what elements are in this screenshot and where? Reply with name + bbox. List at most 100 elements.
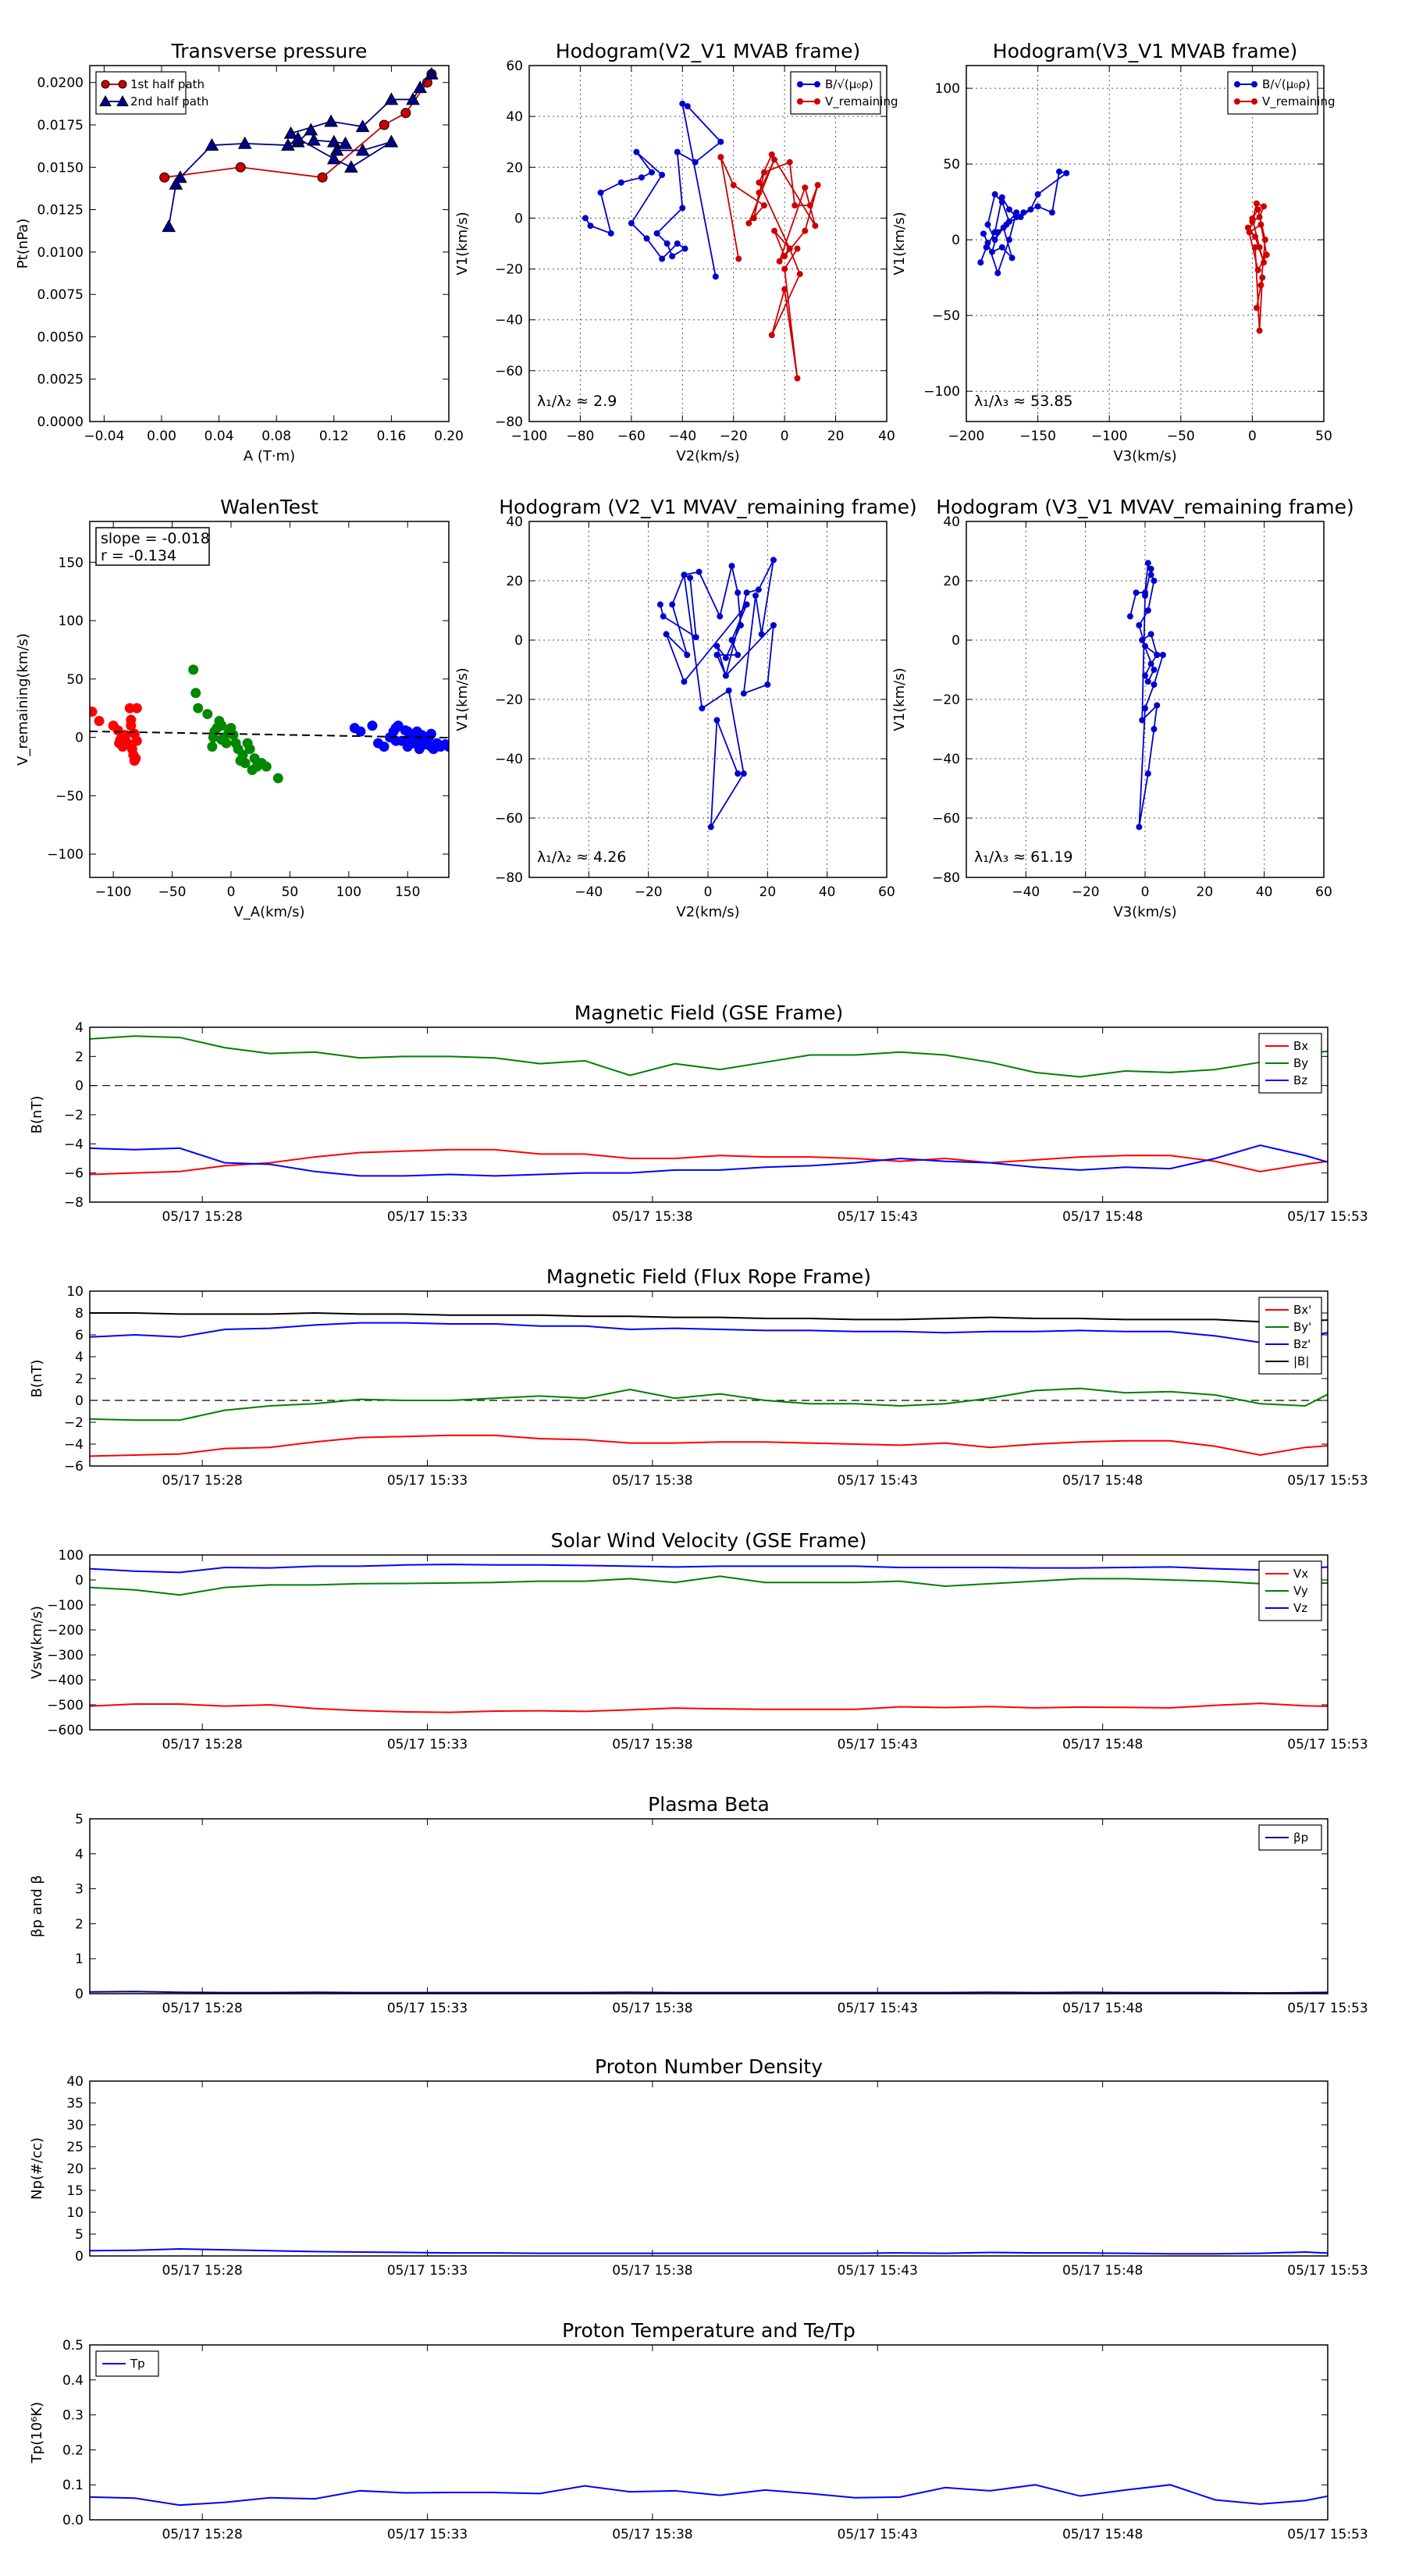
plot-area <box>656 557 777 831</box>
data-point <box>1005 206 1012 213</box>
data-point <box>582 215 589 222</box>
x-tick-label: 0.00 <box>147 429 176 444</box>
legend-label: βp <box>1293 1831 1308 1845</box>
y-tick-label: −20 <box>932 692 960 708</box>
x-tick-label: −20 <box>1072 884 1100 900</box>
y-tick-label: 40 <box>66 2074 84 2090</box>
data-point <box>1020 209 1027 216</box>
y-tick-label: 40 <box>506 514 523 530</box>
legend-label: Bx' <box>1293 1303 1311 1317</box>
data-point <box>1142 672 1148 679</box>
x-tick-label: 05/17 15:38 <box>612 2001 692 2016</box>
proton-temperature-chart: Proton Temperature and Te/Tp 05/17 15:28 0… <box>29 2319 1368 2542</box>
y-tick-label: 150 <box>59 555 84 571</box>
data-point <box>1154 652 1161 658</box>
data-point <box>425 728 436 739</box>
legend-label: |B| <box>1293 1354 1309 1368</box>
magnetic-field-gse-chart: Magnetic Field (GSE Frame) 05/17 15:28 05/… <box>29 1002 1368 1225</box>
x-tick-label: 05/17 15:38 <box>612 2527 692 2542</box>
series-line <box>90 1144 1328 1177</box>
y-tick-label: 20 <box>506 574 523 589</box>
data-point <box>768 332 775 339</box>
data-point <box>131 703 142 713</box>
x-tick-label: 05/17 15:33 <box>387 2527 468 2542</box>
x-tick-label: 0 <box>1141 884 1150 900</box>
series-line <box>90 1991 1328 1994</box>
y-tick-label: 100 <box>935 81 960 97</box>
data-point <box>660 613 667 620</box>
chart-title: WalenTest <box>220 496 318 518</box>
data-point <box>649 169 656 176</box>
data-point <box>114 738 125 749</box>
legend-box <box>1227 71 1318 115</box>
eigenvalue-ratio: λ₁/λ₃ ≈ 53.85 <box>974 393 1073 410</box>
x-tick-label: 05/17 15:43 <box>838 1209 918 1225</box>
data-point <box>687 575 694 582</box>
x-tick-label: 05/17 15:43 <box>838 1737 918 1752</box>
x-tick-label: 0 <box>781 429 789 444</box>
data-point <box>216 735 227 745</box>
x-tick-label: 0 <box>704 884 713 900</box>
data-point <box>406 92 420 105</box>
y-tick-label: 0.5 <box>62 2338 84 2354</box>
data-point <box>781 265 788 272</box>
chart-title: Proton Temperature and Te/Tp <box>562 2319 855 2342</box>
data-point <box>235 162 246 173</box>
y-tick-label: 0.0200 <box>37 76 84 91</box>
y-tick-label: 0.0125 <box>37 203 84 219</box>
data-point <box>984 240 991 247</box>
data-point <box>684 103 691 110</box>
y-tick-label: −100 <box>923 384 960 400</box>
data-point <box>768 151 775 158</box>
data-point <box>797 81 803 87</box>
x-tick-label: 40 <box>819 884 836 900</box>
data-point <box>390 735 401 746</box>
data-point <box>1252 244 1259 251</box>
data-point <box>743 601 750 608</box>
y-tick-label: 4 <box>75 1847 84 1863</box>
y-tick-label: 20 <box>506 160 523 176</box>
data-point <box>770 557 777 564</box>
stats-text: slope = -0.018 <box>101 530 210 547</box>
data-point <box>1144 607 1151 614</box>
y-tick-label: 2 <box>75 1049 84 1065</box>
x-tick-label: 40 <box>878 429 895 444</box>
data-point <box>355 726 366 737</box>
y-tick-label: 0.2 <box>62 2443 84 2458</box>
y-tick-label: 3 <box>75 1882 84 1898</box>
y-tick-label: 2 <box>75 1372 84 1387</box>
data-point <box>237 136 252 149</box>
data-point <box>355 143 370 156</box>
proton-number-density-chart: Proton Number Density 05/17 15:28 05/17 15… <box>29 2055 1368 2279</box>
data-point <box>717 138 724 145</box>
data-point <box>1003 221 1010 228</box>
x-tick-label: 05/17 15:43 <box>838 1473 918 1489</box>
y-tick-label: −60 <box>495 811 523 827</box>
y-tick-label: −80 <box>495 870 523 886</box>
data-point <box>797 98 803 105</box>
x-tick-label: −100 <box>511 429 548 444</box>
legend-box <box>790 71 881 115</box>
data-point <box>443 742 449 753</box>
y-tick-label: −50 <box>55 788 84 804</box>
data-point <box>656 601 663 608</box>
data-point <box>679 205 686 212</box>
data-point <box>1151 681 1158 688</box>
legend-label: By <box>1293 1056 1308 1070</box>
data-point <box>758 631 765 638</box>
data-point <box>367 720 378 731</box>
data-point <box>1254 206 1261 213</box>
x-tick-label: −80 <box>566 429 594 444</box>
y-tick-label: −40 <box>932 752 960 767</box>
x-axis-label: V2(km/s) <box>676 448 739 464</box>
legend-label: 1st half path <box>130 77 205 91</box>
chart-title: Magnetic Field (Flux Rope Frame) <box>546 1265 871 1288</box>
chart-title: Magnetic Field (GSE Frame) <box>574 1002 843 1024</box>
legend-label: B/√(μ₀ρ) <box>1262 77 1311 91</box>
y-tick-label: −60 <box>495 364 523 379</box>
data-point <box>1253 200 1260 207</box>
stats-text: r = -0.134 <box>101 547 176 564</box>
x-tick-label: 60 <box>1315 884 1332 900</box>
legend-label: Bz' <box>1293 1337 1311 1351</box>
x-tick-label: −100 <box>1091 429 1128 444</box>
